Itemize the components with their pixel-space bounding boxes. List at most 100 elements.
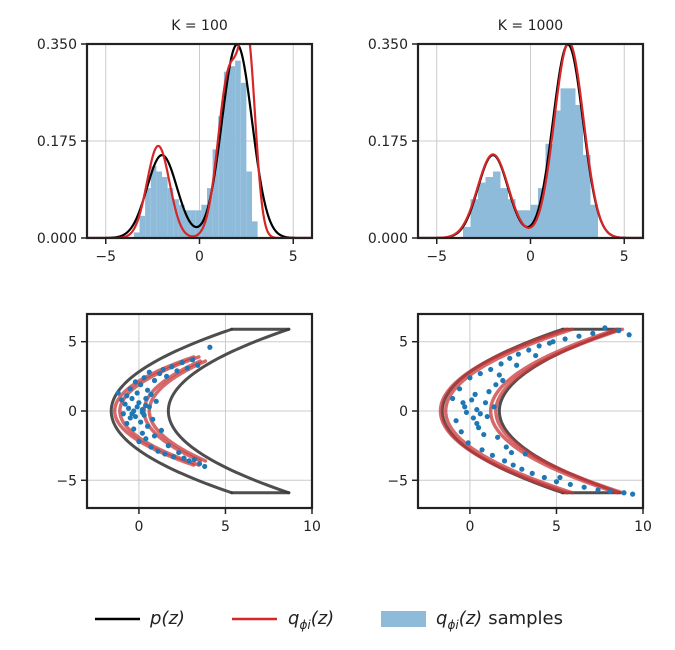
- sample-point: [557, 474, 563, 481]
- histogram-bar: [515, 210, 523, 238]
- p-contour: [109, 327, 234, 495]
- sample-point: [488, 366, 494, 373]
- sample-point: [153, 398, 159, 404]
- sample-point: [143, 436, 149, 442]
- sample-point: [495, 434, 501, 440]
- axes-frame: [416, 312, 645, 510]
- sample-point: [155, 448, 161, 454]
- sample-point: [456, 386, 463, 392]
- sample-point: [136, 400, 142, 406]
- sample-point: [519, 466, 525, 472]
- sample-point: [122, 401, 128, 407]
- histogram-bar: [583, 154, 591, 238]
- sample-point: [148, 391, 154, 397]
- histogram-bar: [568, 88, 576, 238]
- sample-point: [131, 426, 137, 432]
- sample-point: [186, 458, 192, 464]
- legend-p-label: p(z): [149, 608, 185, 629]
- sample-point: [472, 391, 478, 397]
- sample-point: [134, 404, 140, 410]
- sample-point: [207, 344, 213, 350]
- histogram-bar: [133, 232, 140, 238]
- sample-point: [489, 452, 496, 458]
- density-panel-k1000: K = 1000 0.000 0.175 0.350 −5 0 5: [368, 18, 645, 265]
- sample-point: [477, 370, 483, 377]
- histogram-bar: [212, 149, 219, 238]
- sample-point: [164, 373, 170, 379]
- sample-point: [533, 352, 539, 359]
- histogram-bar: [485, 177, 493, 238]
- sample-point: [120, 411, 126, 417]
- y-tick-label: 5: [68, 335, 77, 351]
- sample-point: [129, 411, 135, 417]
- sample-point: [202, 463, 208, 470]
- x-tick-label: −5: [426, 249, 447, 265]
- sample-point: [196, 461, 203, 467]
- plot-area: [438, 325, 636, 497]
- y-tick-label: −5: [56, 473, 77, 489]
- sample-point: [498, 361, 504, 367]
- sample-point: [129, 395, 135, 402]
- q-contour: [438, 327, 569, 495]
- x-tick-label: 5: [221, 519, 230, 535]
- sample-point: [174, 368, 180, 374]
- sample-point: [621, 490, 627, 496]
- sample-point: [195, 362, 201, 368]
- sample-point: [453, 418, 459, 424]
- y-tick-label: 0.350: [37, 37, 77, 53]
- sample-point: [162, 451, 168, 457]
- histogram-bar: [162, 177, 168, 238]
- x-tick-label: −5: [95, 249, 116, 265]
- legend: p(z) qϕi(z) qϕi(z) samples: [95, 608, 563, 632]
- legend-samples-label: qϕi(z) samples: [436, 608, 563, 632]
- x-tick-label: 10: [303, 519, 321, 535]
- density-panel-k100: K = 100 0.000 0.175 0.350 −5 0 5: [37, 18, 314, 265]
- sample-point: [138, 419, 144, 425]
- axes-frame: [416, 42, 645, 240]
- sample-point: [474, 407, 480, 413]
- sample-point: [169, 364, 175, 370]
- sample-point: [160, 366, 166, 373]
- y-tick-label: 0.175: [37, 134, 77, 150]
- plot-area: [87, 44, 312, 238]
- sample-point: [546, 340, 553, 346]
- histogram-bar: [246, 171, 252, 238]
- x-tick-label: 10: [634, 519, 652, 535]
- x-tick-label: 5: [552, 519, 561, 535]
- sample-point: [144, 423, 151, 429]
- y-tick-label: 0: [68, 404, 77, 420]
- x-tick-label: 5: [620, 249, 629, 265]
- sample-point: [536, 343, 542, 349]
- sample-point: [630, 491, 636, 497]
- sample-point: [500, 377, 506, 384]
- scatter-panel-k100: −5 0 5 0 5 10: [56, 312, 321, 535]
- histogram-bar: [218, 116, 224, 238]
- histogram-bar: [139, 215, 146, 238]
- histogram-bar: [493, 171, 501, 238]
- sample-point: [616, 328, 622, 334]
- sample-point: [165, 443, 171, 449]
- histogram-bar: [553, 110, 561, 238]
- histogram-bar: [178, 204, 185, 238]
- y-tick-label: 0.175: [368, 134, 408, 150]
- sample-point: [458, 429, 464, 435]
- histogram-bar: [240, 82, 247, 238]
- panel-title: K = 100: [171, 18, 228, 34]
- sample-point: [460, 400, 466, 406]
- sample-point: [144, 387, 151, 393]
- x-tick-label: 0: [195, 249, 204, 265]
- sample-point: [151, 433, 158, 439]
- sample-point: [467, 375, 473, 381]
- x-tick-label: 0: [134, 519, 143, 535]
- sample-point: [462, 404, 468, 410]
- sample-point: [134, 390, 140, 396]
- sample-point: [179, 359, 185, 366]
- sample-point: [115, 390, 121, 396]
- sample-point: [515, 351, 521, 357]
- sample-point: [189, 357, 196, 363]
- sample-point: [157, 370, 163, 377]
- sample-point: [124, 393, 130, 399]
- sample-point: [465, 440, 471, 446]
- plot-area: [109, 327, 291, 495]
- plot-area: [418, 44, 643, 238]
